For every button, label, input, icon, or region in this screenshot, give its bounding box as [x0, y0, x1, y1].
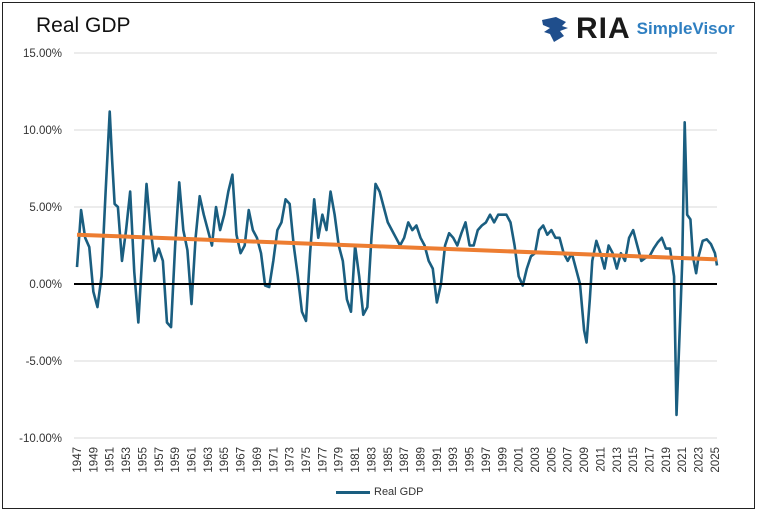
x-tick-label: 1991: [432, 447, 444, 473]
x-tick-label: 1959: [170, 447, 182, 473]
x-tick-label: 1975: [301, 447, 313, 473]
x-tick-label: 1987: [399, 447, 411, 473]
legend-swatch: [336, 490, 370, 494]
logo-product: SimpleVisor: [636, 19, 735, 38]
logo-brand: RIA: [576, 12, 631, 45]
y-tick-label: 5.00%: [29, 202, 62, 214]
x-tick-label: 1977: [317, 447, 329, 473]
x-tick-label: 1989: [416, 447, 428, 473]
x-tick-label: 1997: [481, 447, 493, 473]
x-tick-label: 1953: [121, 447, 133, 473]
trend-line: [76, 232, 718, 262]
chart-title: Real GDP: [36, 14, 131, 37]
y-tick-label: -10.00%: [19, 433, 62, 445]
x-tick-label: 2019: [661, 447, 673, 473]
x-tick-label: 2017: [645, 447, 657, 473]
x-tick-label: 2015: [628, 447, 640, 473]
x-tick-label: 1995: [465, 447, 477, 473]
x-tick-label: 2023: [694, 447, 706, 473]
x-tick-label: 2025: [710, 447, 722, 473]
x-tick-label: 2011: [595, 447, 607, 472]
y-tick-label: 0.00%: [29, 279, 62, 291]
logo: RIA SimpleVisor: [540, 12, 735, 46]
x-tick-label: 1957: [154, 447, 166, 473]
x-tick-label: 2003: [530, 447, 542, 473]
legend: Real GDP: [336, 486, 424, 498]
x-tick-label: 1955: [137, 447, 149, 473]
x-tick-label: 2005: [546, 447, 558, 473]
x-tick-label: 1979: [334, 447, 346, 473]
y-tick-label: 15.00%: [23, 48, 62, 60]
x-tick-label: 1949: [88, 447, 100, 473]
x-tick-label: 2007: [563, 447, 575, 473]
x-tick-label: 1999: [497, 447, 509, 473]
x-tick-label: 1951: [105, 447, 117, 473]
x-tick-label: 1981: [350, 447, 362, 473]
x-tick-label: 1983: [366, 447, 378, 473]
x-tick-label: 2021: [677, 447, 689, 473]
x-tick-label: 1961: [187, 447, 199, 473]
x-tick-label: 1971: [268, 447, 280, 473]
x-tick-label: 1965: [219, 447, 231, 473]
x-tick-label: 1963: [203, 447, 215, 473]
y-tick-label: 10.00%: [23, 125, 62, 137]
real-gdp-line: [75, 110, 719, 417]
x-tick-label: 1993: [448, 447, 460, 473]
x-tick-label: 1973: [285, 447, 297, 473]
x-tick-label: 1967: [236, 447, 248, 473]
y-tick-label: -5.00%: [26, 356, 62, 368]
eagle-icon: [542, 17, 568, 42]
x-tick-label: 1969: [252, 447, 264, 473]
x-tick-label: 1985: [383, 447, 395, 473]
x-tick-label: 2009: [579, 447, 591, 473]
x-tick-label: 1947: [72, 447, 84, 473]
x-tick-label: 2013: [612, 447, 624, 473]
x-tick-label: 2001: [514, 447, 526, 473]
legend-label: Real GDP: [374, 486, 424, 498]
